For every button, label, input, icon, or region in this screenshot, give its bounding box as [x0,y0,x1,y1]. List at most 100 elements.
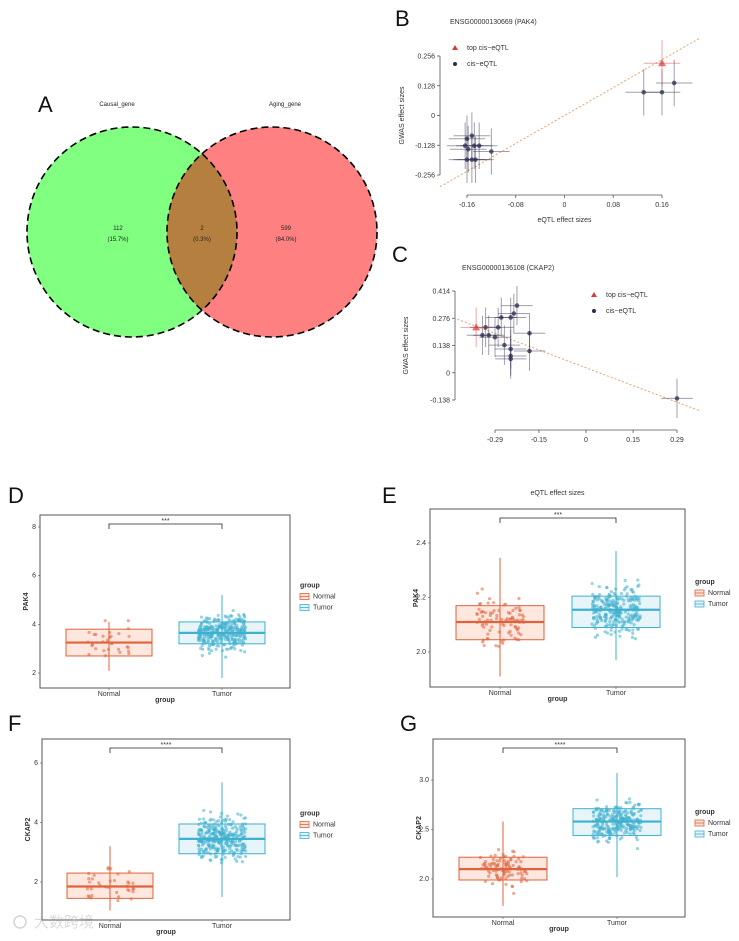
data-point [517,631,521,635]
data-point [512,854,516,858]
data-point [483,860,488,864]
data-point [86,640,90,644]
data-point [601,823,605,827]
x-axis-label: group [155,697,175,704]
data-point [633,637,637,641]
cis-eqtl-point [508,353,513,359]
data-point [498,859,502,863]
data-point [90,643,94,648]
data-point [226,822,231,826]
data-point [616,620,621,624]
data-point [597,592,602,597]
data-point [489,854,493,858]
data-point [494,616,499,621]
data-point [593,635,597,639]
data-point [502,623,506,628]
data-point [625,801,629,805]
data-point [624,828,628,833]
y-tick-label: -0.128 [415,143,435,150]
x-tick-label: 0.08 [606,202,620,209]
data-point [628,832,632,836]
data-point [94,632,98,637]
cis-eqtl-point [508,346,513,352]
data-point [591,810,595,815]
legend-dot-icon [453,62,457,66]
data-point [101,634,105,638]
legend-label: Normal [313,594,336,601]
cis-eqtl-point [671,80,677,86]
watermark-text: 大数跨境 [34,913,94,931]
data-point [637,810,641,814]
data-point [625,592,629,596]
data-point [493,853,497,857]
venn-set-label: Causal_gene [99,102,135,108]
panel-label: E [382,483,397,508]
data-point [229,614,234,618]
data-point [501,852,505,856]
data-point [509,623,513,627]
data-point [219,844,224,848]
data-point [611,822,615,826]
data-point [235,848,240,852]
data-point [605,585,609,590]
data-point [503,870,507,874]
cis-eqtl-point [469,157,475,162]
data-point [636,578,640,582]
data-point [616,597,620,602]
data-point [613,630,617,634]
data-point [481,614,485,618]
data-point [202,839,206,843]
data-point [212,619,216,623]
data-point [614,623,618,628]
data-point [229,633,234,637]
data-point [475,611,479,616]
y-axis-label: GWAS effect sizes [403,316,410,374]
data-point [125,884,129,888]
data-point [208,617,212,621]
cis-eqtl-point [502,342,507,348]
boxplot-f: 6 4 2 CKAP2 group Normal Tumor **** group Normal T… [25,738,336,936]
data-point [484,866,488,870]
data-point [620,815,624,819]
data-point [211,642,215,646]
cis-eqtl-point [462,143,468,149]
data-point [631,615,635,620]
data-point [212,818,216,822]
data-point [243,854,248,859]
venn-percent: (15.7%) [107,237,128,243]
cis-eqtl-point [495,325,501,330]
data-point [484,611,488,615]
data-point [97,881,101,885]
data-point [230,849,234,853]
data-point [624,615,628,619]
data-point [483,620,487,624]
data-point [87,894,91,899]
data-point [238,825,243,829]
data-point [598,817,602,822]
panel-label: F [8,711,21,736]
cis-eqtl-point [486,332,492,338]
data-point [631,631,635,635]
data-point [239,832,244,836]
significance-bracket [109,747,223,753]
data-point [198,833,202,838]
data-point [117,632,121,636]
data-point [199,646,203,650]
data-point [227,627,231,631]
venn-count: 2 [200,226,204,232]
data-point [522,877,527,881]
data-point [223,841,227,845]
data-point [632,811,637,816]
data-point [231,854,235,858]
data-point [519,633,523,637]
data-point [516,618,520,622]
legend-label: Normal [313,822,336,829]
data-point [109,866,113,871]
data-point [108,879,112,883]
x-tick-label: -0.15 [531,437,547,444]
x-tick-label: -0.29 [487,437,503,444]
data-point [639,814,643,818]
data-point [117,895,121,899]
data-point [482,643,486,648]
data-point [230,637,235,641]
